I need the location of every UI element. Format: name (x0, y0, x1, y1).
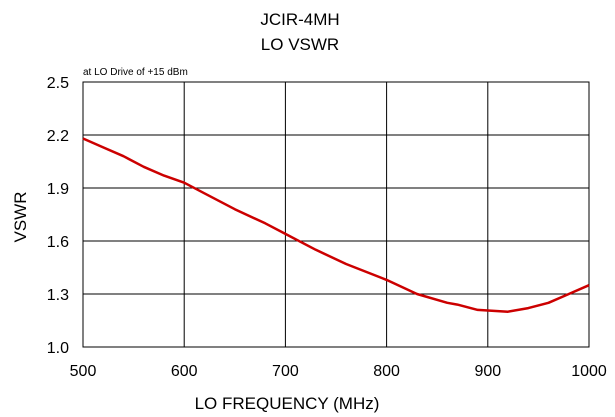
chart-subtitle: LO VSWR (261, 35, 339, 54)
series (82, 137, 590, 313)
x-tick-label: 800 (373, 363, 400, 380)
y-tick-label: 1.6 (47, 234, 69, 251)
vswr-series-line (82, 137, 590, 313)
x-tick-label: 900 (474, 363, 501, 380)
y-tick-label: 2.5 (47, 75, 69, 92)
x-tick-label: 1000 (571, 363, 607, 380)
chart-annotation: at LO Drive of +15 dBm (83, 67, 188, 78)
plot-frame (82, 81, 590, 348)
x-tick-labels: 500 600 700 800 900 1000 (70, 363, 607, 380)
x-tick-label: 500 (70, 363, 97, 380)
x-axis-label: LO FREQUENCY (MHz) (195, 394, 380, 413)
y-tick-label: 1.3 (47, 287, 69, 304)
chart-title: JCIR-4MH (260, 10, 339, 29)
y-tick-label: 2.2 (47, 128, 69, 145)
grid (82, 81, 590, 348)
y-tick-label: 1.0 (47, 340, 69, 357)
x-tick-label: 700 (272, 363, 299, 380)
x-tick-label: 600 (171, 363, 198, 380)
y-tick-labels: 1.0 1.3 1.6 1.9 2.2 2.5 (47, 75, 69, 357)
y-axis-label: VSWR (11, 192, 30, 243)
y-tick-label: 1.9 (47, 181, 69, 198)
